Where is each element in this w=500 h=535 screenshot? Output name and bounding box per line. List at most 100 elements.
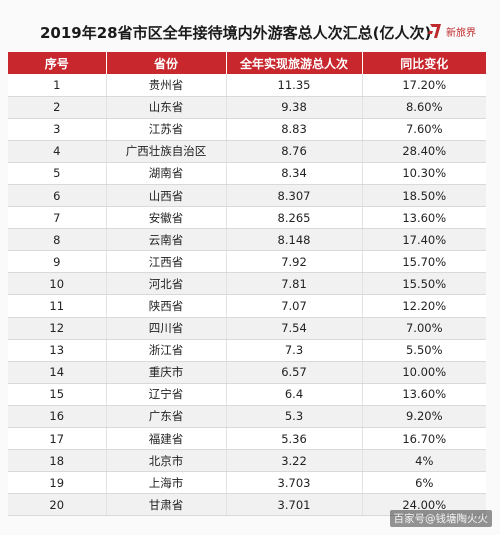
table-row: 12 四川省 7.54 7.00%: [8, 317, 486, 340]
cell-province: 江苏省: [106, 118, 227, 141]
cell-index: 1: [8, 74, 107, 97]
cell-total-visits: 7.92: [226, 250, 363, 274]
cell-index: 17: [8, 427, 107, 451]
cell-province: 河北省: [106, 272, 227, 296]
cell-yoy-change: 10.00%: [362, 361, 486, 384]
cell-total-visits: 7.3: [226, 339, 363, 362]
table-row: 1 贵州省 11.35 17.20%: [8, 74, 486, 97]
cell-yoy-change: 12.20%: [362, 294, 486, 318]
cell-province: 山西省: [106, 184, 227, 208]
table-row: 9 江西省 7.92 15.70%: [8, 250, 486, 274]
cell-index: 2: [8, 96, 107, 119]
cell-total-visits: 9.38: [226, 96, 363, 119]
cell-index: 20: [8, 493, 107, 517]
cell-index: 11: [8, 294, 107, 318]
table-row: 16 广东省 5.3 9.20%: [8, 405, 486, 429]
cell-province: 云南省: [106, 228, 227, 252]
cell-index: 19: [8, 471, 107, 495]
cell-total-visits: 5.3: [226, 405, 363, 429]
logo-text: 新旅界: [446, 27, 476, 39]
cell-index: 13: [8, 339, 107, 362]
cell-province: 浙江省: [106, 339, 227, 362]
cell-total-visits: 8.34: [226, 162, 363, 185]
cell-index: 14: [8, 361, 107, 384]
watermark: 百家号@钱塘陶火火: [389, 510, 492, 527]
table-row: 5 湖南省 8.34 10.30%: [8, 162, 486, 185]
cell-index: 3: [8, 118, 107, 141]
cell-province: 重庆市: [106, 361, 227, 384]
cell-province: 安徽省: [106, 206, 227, 230]
cell-total-visits: 7.81: [226, 272, 363, 296]
cell-yoy-change: 6%: [362, 471, 486, 495]
cell-total-visits: 8.148: [226, 228, 363, 252]
table-row: 2 山东省 9.38 8.60%: [8, 96, 486, 119]
cell-province: 贵州省: [106, 74, 227, 97]
table-row: 4 广西壮族自治区 8.76 28.40%: [8, 140, 486, 163]
cell-index: 15: [8, 383, 107, 406]
cell-yoy-change: 24.00%: [362, 493, 486, 517]
cell-total-visits: 8.265: [226, 206, 363, 230]
table-body: 1 贵州省 11.35 17.20% 2 山东省 9.38 8.60% 3 江苏省 8.83 7.60…: [8, 74, 486, 517]
cell-total-visits: 8.307: [226, 184, 363, 208]
cell-yoy-change: 15.70%: [362, 250, 486, 274]
cell-total-visits: 6.4: [226, 383, 363, 406]
cell-total-visits: 3.22: [226, 449, 363, 473]
table-row: 19 上海市 3.703 6%: [8, 471, 486, 495]
cell-total-visits: 3.703: [226, 471, 363, 495]
table-row: 18 北京市 3.22 4%: [8, 449, 486, 473]
tourism-table: 序号 省份 全年实现旅游总人次 同比变化 1 贵州省 11.35 17.20% 2 山东省…: [8, 52, 486, 517]
cell-yoy-change: 9.20%: [362, 405, 486, 429]
cell-total-visits: 3.701: [226, 493, 363, 517]
header-index: 序号: [8, 52, 107, 74]
table-row: 13 浙江省 7.3 5.50%: [8, 339, 486, 362]
table-row: 8 云南省 8.148 17.40%: [8, 228, 486, 252]
cell-yoy-change: 4%: [362, 449, 486, 473]
cell-yoy-change: 7.60%: [362, 118, 486, 141]
cell-index: 12: [8, 317, 107, 340]
cell-yoy-change: 28.40%: [362, 140, 486, 163]
header-total-visits: 全年实现旅游总人次: [226, 52, 363, 74]
cell-province: 上海市: [106, 471, 227, 495]
cell-total-visits: 8.83: [226, 118, 363, 141]
cell-index: 16: [8, 405, 107, 429]
cell-index: 9: [8, 250, 107, 274]
cell-province: 陕西省: [106, 294, 227, 318]
table-row: 10 河北省 7.81 15.50%: [8, 272, 486, 296]
table-row: 17 福建省 5.36 16.70%: [8, 427, 486, 451]
cell-province: 北京市: [106, 449, 227, 473]
cell-yoy-change: 13.60%: [362, 206, 486, 230]
cell-yoy-change: 5.50%: [362, 339, 486, 362]
cell-province: 福建省: [106, 427, 227, 451]
cell-yoy-change: 17.20%: [362, 74, 486, 97]
table-row: 15 辽宁省 6.4 13.60%: [8, 383, 486, 406]
cell-index: 18: [8, 449, 107, 473]
cell-yoy-change: 15.50%: [362, 272, 486, 296]
cell-yoy-change: 10.30%: [362, 162, 486, 185]
cell-province: 甘肃省: [106, 493, 227, 517]
cell-index: 4: [8, 140, 107, 163]
cell-total-visits: 11.35: [226, 74, 363, 97]
cell-province: 湖南省: [106, 162, 227, 185]
cell-yoy-change: 13.60%: [362, 383, 486, 406]
page-title: 2019年28省市区全年接待境内外游客总人次汇总(亿人次): [40, 24, 432, 42]
table-row: 6 山西省 8.307 18.50%: [8, 184, 486, 208]
cell-province: 山东省: [106, 96, 227, 119]
cell-index: 8: [8, 228, 107, 252]
cell-index: 10: [8, 272, 107, 296]
cell-index: 7: [8, 206, 107, 230]
cell-yoy-change: 17.40%: [362, 228, 486, 252]
cell-total-visits: 6.57: [226, 361, 363, 384]
cell-total-visits: 7.54: [226, 317, 363, 340]
cell-index: 6: [8, 184, 107, 208]
cell-total-visits: 7.07: [226, 294, 363, 318]
table-row: 11 陕西省 7.07 12.20%: [8, 294, 486, 318]
cell-province: 广东省: [106, 405, 227, 429]
table-row: 7 安徽省 8.265 13.60%: [8, 206, 486, 230]
header-province: 省份: [106, 52, 227, 74]
cell-index: 5: [8, 162, 107, 185]
cell-yoy-change: 8.60%: [362, 96, 486, 119]
title-bar: 2019年28省市区全年接待境内外游客总人次汇总(亿人次) 新旅界: [0, 0, 500, 52]
cell-province: 四川省: [106, 317, 227, 340]
cell-yoy-change: 18.50%: [362, 184, 486, 208]
